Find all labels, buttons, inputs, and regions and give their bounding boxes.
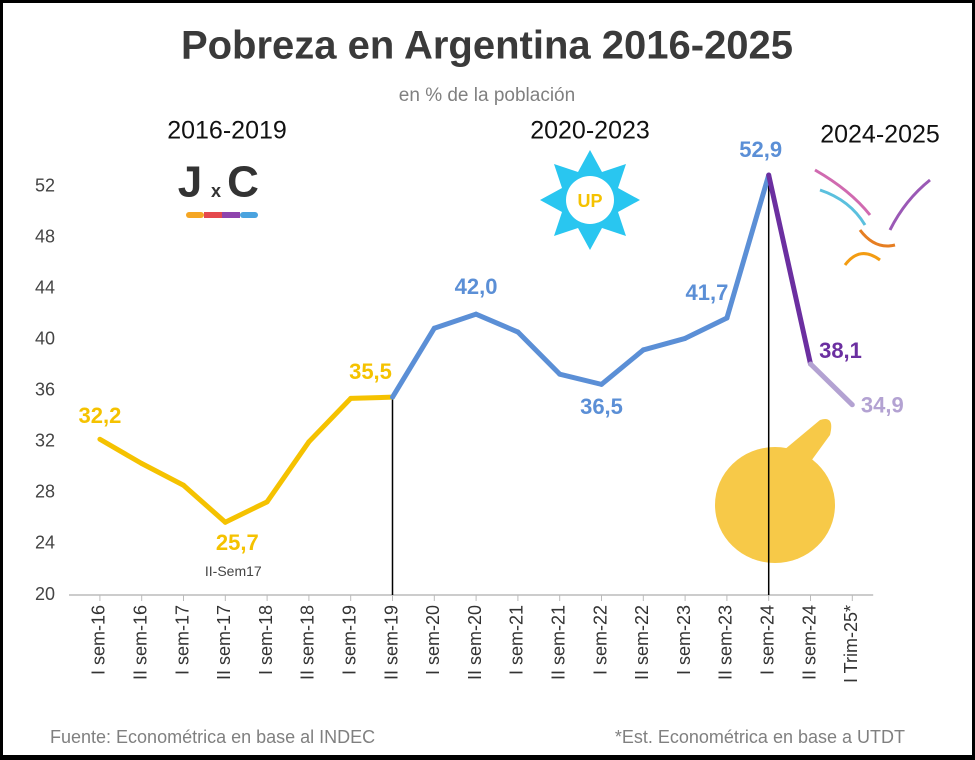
line-segment	[348, 394, 395, 401]
line-segment	[181, 482, 228, 525]
x-tick-label: I sem-17	[172, 605, 192, 675]
wing	[888, 178, 931, 231]
y-tick-label: 24	[35, 533, 55, 553]
x-tick-label: I sem-16	[89, 605, 109, 675]
y-tick-label: 32	[35, 431, 55, 451]
x-tick-label: I sem-23	[674, 605, 694, 675]
value-label: 35,5	[349, 359, 392, 384]
line-segment	[97, 436, 145, 467]
value-label: 42,0	[455, 274, 498, 299]
line-segment	[139, 461, 186, 488]
line-segment	[515, 329, 563, 377]
logo-text: J	[178, 158, 202, 207]
value-label: 41,7	[685, 280, 728, 305]
y-tick-label: 28	[35, 482, 55, 502]
line-segment	[431, 311, 479, 331]
annotation: II-Sem17	[205, 563, 262, 579]
x-tick-label: I Trim-25*	[841, 605, 861, 683]
x-tick-label: II sem-19	[381, 605, 401, 680]
x-tick-label: I sem-21	[507, 605, 527, 675]
x-tick-label: I sem-22	[590, 605, 610, 675]
chart-title: Pobreza en Argentina 2016-2025	[181, 24, 793, 68]
logo-text: UP	[577, 191, 602, 211]
x-tick-label: II sem-16	[130, 605, 150, 680]
period-label: 2020-2023	[530, 117, 650, 145]
y-tick-label: 52	[35, 175, 55, 195]
source: Fuente: Econométrica en base al INDEC	[50, 727, 375, 747]
line-segment	[557, 371, 604, 387]
y-tick-label: 36	[35, 380, 55, 400]
line-segment	[264, 439, 312, 505]
chart-subtitle: en % de la población	[399, 85, 575, 106]
period-label: 2024-2025	[820, 121, 940, 149]
line-segment	[682, 315, 730, 341]
body	[858, 229, 896, 248]
line-segment	[306, 395, 354, 445]
line-segment	[473, 311, 521, 335]
y-tick-label: 44	[35, 277, 55, 297]
logo-text: C	[227, 158, 259, 207]
line-segment	[808, 361, 855, 408]
background	[3, 3, 972, 755]
period-label: 2016-2019	[167, 117, 287, 145]
value-label: 25,7	[216, 530, 259, 555]
y-tick-label: 20	[35, 584, 55, 604]
x-tick-label: II sem-20	[465, 605, 485, 680]
up-logo: UP	[540, 150, 640, 250]
value-label: 32,2	[78, 403, 121, 428]
hand	[715, 419, 835, 563]
logo-text: x	[211, 181, 221, 201]
line-segment	[599, 347, 646, 387]
y-tick-label: 40	[35, 328, 55, 348]
bird-logo	[814, 168, 931, 266]
x-tick-label: II sem-23	[716, 605, 736, 680]
x-tick-label: I sem-24	[757, 605, 777, 675]
line-segment	[390, 325, 437, 400]
value-label: 38,1	[819, 338, 862, 363]
x-tick-label: I sem-18	[256, 605, 276, 675]
value-label: 36,5	[580, 394, 623, 419]
value-label: 52,9	[739, 137, 782, 162]
hand-finger	[760, 419, 832, 490]
x-tick-label: II sem-22	[632, 605, 652, 680]
tail	[843, 252, 881, 266]
x-tick-label: II sem-18	[298, 605, 318, 680]
sun-core	[566, 176, 614, 224]
line-segment	[222, 499, 270, 525]
x-tick-label: II sem-17	[214, 605, 234, 680]
logo-bar	[204, 212, 222, 218]
wing	[814, 168, 872, 216]
logo-bar	[186, 212, 204, 218]
x-tick-label: I sem-19	[339, 605, 359, 675]
line-segment	[766, 172, 813, 367]
x-tick-label: II sem-21	[548, 605, 568, 680]
y-tick-label: 48	[35, 226, 55, 246]
line-segment	[640, 335, 688, 353]
x-tick-label: II sem-24	[799, 605, 819, 680]
wing	[819, 188, 867, 226]
x-tick-label: I sem-20	[423, 605, 443, 675]
value-label: 34,9	[861, 393, 904, 418]
hand-palm	[715, 447, 835, 563]
line-segment	[724, 172, 772, 321]
logo-bar	[240, 212, 258, 218]
note: *Est. Econométrica en base a UTDT	[615, 727, 905, 747]
jxc-logo: J x C	[178, 158, 259, 218]
logo-bar	[222, 212, 240, 218]
